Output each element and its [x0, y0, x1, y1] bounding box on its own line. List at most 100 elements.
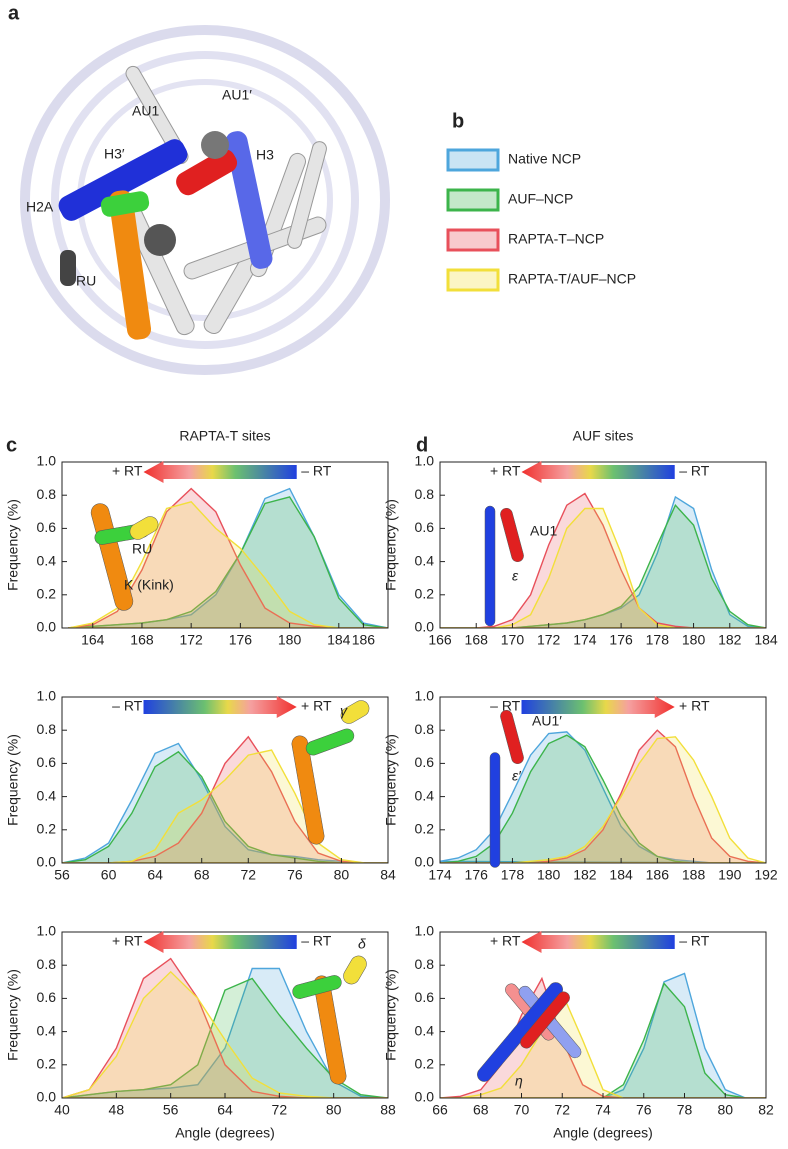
- x-tick-label: 168: [130, 632, 154, 648]
- y-tick-label: 0.2: [37, 821, 57, 837]
- x-tick-label: 66: [432, 1102, 448, 1118]
- chart: 0.0 0.2 0.4 0.6 0.8 1.0 66 68 70 72 74 76 78 80 82 Freq…: [383, 923, 774, 1141]
- y-tick-label: 1.0: [415, 923, 435, 939]
- x-tick-label: 178: [501, 867, 525, 883]
- structure-label: H3′: [104, 146, 125, 162]
- arrow-label: – RT: [490, 698, 521, 714]
- y-tick-label: 0.0: [37, 854, 57, 870]
- chart: 0.0 0.2 0.4 0.6 0.8 1.0 164 168 172 176 180 184 186 F…: [5, 428, 389, 648]
- arrow-label: – RT: [301, 463, 332, 479]
- chart: 0.0 0.2 0.4 0.6 0.8 1.0 40 48 56 64 72 80 88 Frequenc…: [5, 923, 396, 1141]
- legend-swatch: [446, 228, 500, 252]
- helix-icon: [489, 752, 501, 868]
- chart: 0.0 0.2 0.4 0.6 0.8 1.0 56 60 64 68 72 76 80 84 Freque…: [5, 688, 396, 883]
- direction-arrow: [521, 696, 675, 718]
- y-tick-label: 0.4: [37, 552, 57, 568]
- annotation: RU: [132, 541, 152, 557]
- arrow-label: + RT: [301, 698, 332, 714]
- arrow-label: – RT: [679, 933, 710, 949]
- x-tick-label: 68: [194, 867, 210, 883]
- y-tick-label: 0.6: [415, 519, 435, 535]
- annotation: γ: [340, 703, 348, 719]
- y-tick-label: 0.6: [415, 754, 435, 770]
- series-group: [62, 735, 388, 863]
- x-tick-label: 40: [54, 1102, 70, 1118]
- x-tick-label: 184: [327, 632, 351, 648]
- x-tick-label: 56: [163, 1102, 179, 1118]
- y-tick-label: 0.4: [415, 552, 435, 568]
- x-tick-label: 74: [595, 1102, 611, 1118]
- density-area: [62, 749, 388, 863]
- molecule-illustration: [20, 25, 390, 375]
- arrow-label: – RT: [112, 698, 143, 714]
- legend-swatch: [446, 188, 500, 212]
- series-group: [62, 957, 388, 1098]
- density-area: [440, 982, 766, 1098]
- annotation: K (Kink): [124, 577, 174, 593]
- helix-icon: [340, 700, 370, 724]
- panel-label: c: [6, 434, 17, 456]
- annotation: η: [515, 1073, 523, 1089]
- direction-arrow: [143, 461, 297, 483]
- helix-icon: [313, 975, 347, 1085]
- x-tick-label: 166: [428, 632, 452, 648]
- x-tick-label: 180: [278, 632, 302, 648]
- x-tick-label: 174: [573, 632, 597, 648]
- density-area: [440, 991, 766, 1098]
- y-tick-label: 0.0: [37, 1089, 57, 1105]
- plot-frame: [439, 461, 767, 629]
- y-tick-label: 0.0: [415, 1089, 435, 1105]
- y-tick-label: 0.2: [37, 586, 57, 602]
- y-axis-label: Frequency (%): [383, 734, 399, 826]
- y-tick-label: 0.0: [415, 619, 435, 635]
- x-tick-label: 70: [514, 1102, 530, 1118]
- series-group: [440, 492, 766, 628]
- x-tick-label: 180: [682, 632, 706, 648]
- arrow-label: – RT: [301, 933, 332, 949]
- x-tick-label: 182: [573, 867, 597, 883]
- series-group: [440, 729, 766, 863]
- x-tick-label: 48: [109, 1102, 125, 1118]
- y-tick-label: 0.2: [415, 586, 435, 602]
- y-tick-label: 1.0: [37, 923, 57, 939]
- helix-icon: [291, 735, 325, 845]
- chart-title: RAPTA-T sites: [179, 428, 270, 444]
- density-area: [62, 970, 388, 1098]
- x-tick-label: 172: [179, 632, 203, 648]
- y-tick-label: 0.6: [37, 989, 57, 1005]
- x-tick-label: 188: [682, 867, 706, 883]
- annotation: AU1: [530, 523, 557, 539]
- helix-icon: [500, 507, 524, 563]
- y-tick-label: 0.8: [37, 956, 57, 972]
- x-tick-label: 64: [217, 1102, 233, 1118]
- x-tick-label: 176: [229, 632, 253, 648]
- x-tick-label: 76: [287, 867, 303, 883]
- y-tick-label: 0.8: [415, 956, 435, 972]
- x-tick-label: 176: [465, 867, 489, 883]
- y-tick-label: 0.2: [37, 1056, 57, 1072]
- x-tick-label: 170: [501, 632, 525, 648]
- panel-label: a: [8, 2, 20, 24]
- helix-icon: [484, 505, 496, 627]
- x-axis-label: Angle (degrees): [175, 1125, 275, 1141]
- legend-label: AUF–NCP: [508, 191, 573, 207]
- direction-arrow: [143, 696, 297, 718]
- structure-label: AU1: [132, 103, 159, 119]
- legend-label: RAPTA-T/AUF–NCP: [508, 271, 636, 287]
- x-tick-label: 164: [81, 632, 105, 648]
- y-tick-label: 0.6: [37, 519, 57, 535]
- panel-label: b: [452, 110, 464, 132]
- direction-arrow: [521, 931, 675, 953]
- y-axis-label: Frequency (%): [5, 499, 21, 591]
- y-tick-label: 0.4: [37, 787, 57, 803]
- direction-arrow: [143, 931, 297, 953]
- x-tick-label: 78: [677, 1102, 693, 1118]
- arrow-label: – RT: [679, 463, 710, 479]
- y-tick-label: 0.8: [415, 486, 435, 502]
- x-axis-label: Angle (degrees): [553, 1125, 653, 1141]
- x-tick-label: 88: [380, 1102, 396, 1118]
- y-tick-label: 0.2: [415, 821, 435, 837]
- x-tick-label: 80: [334, 867, 350, 883]
- y-axis-label: Frequency (%): [383, 499, 399, 591]
